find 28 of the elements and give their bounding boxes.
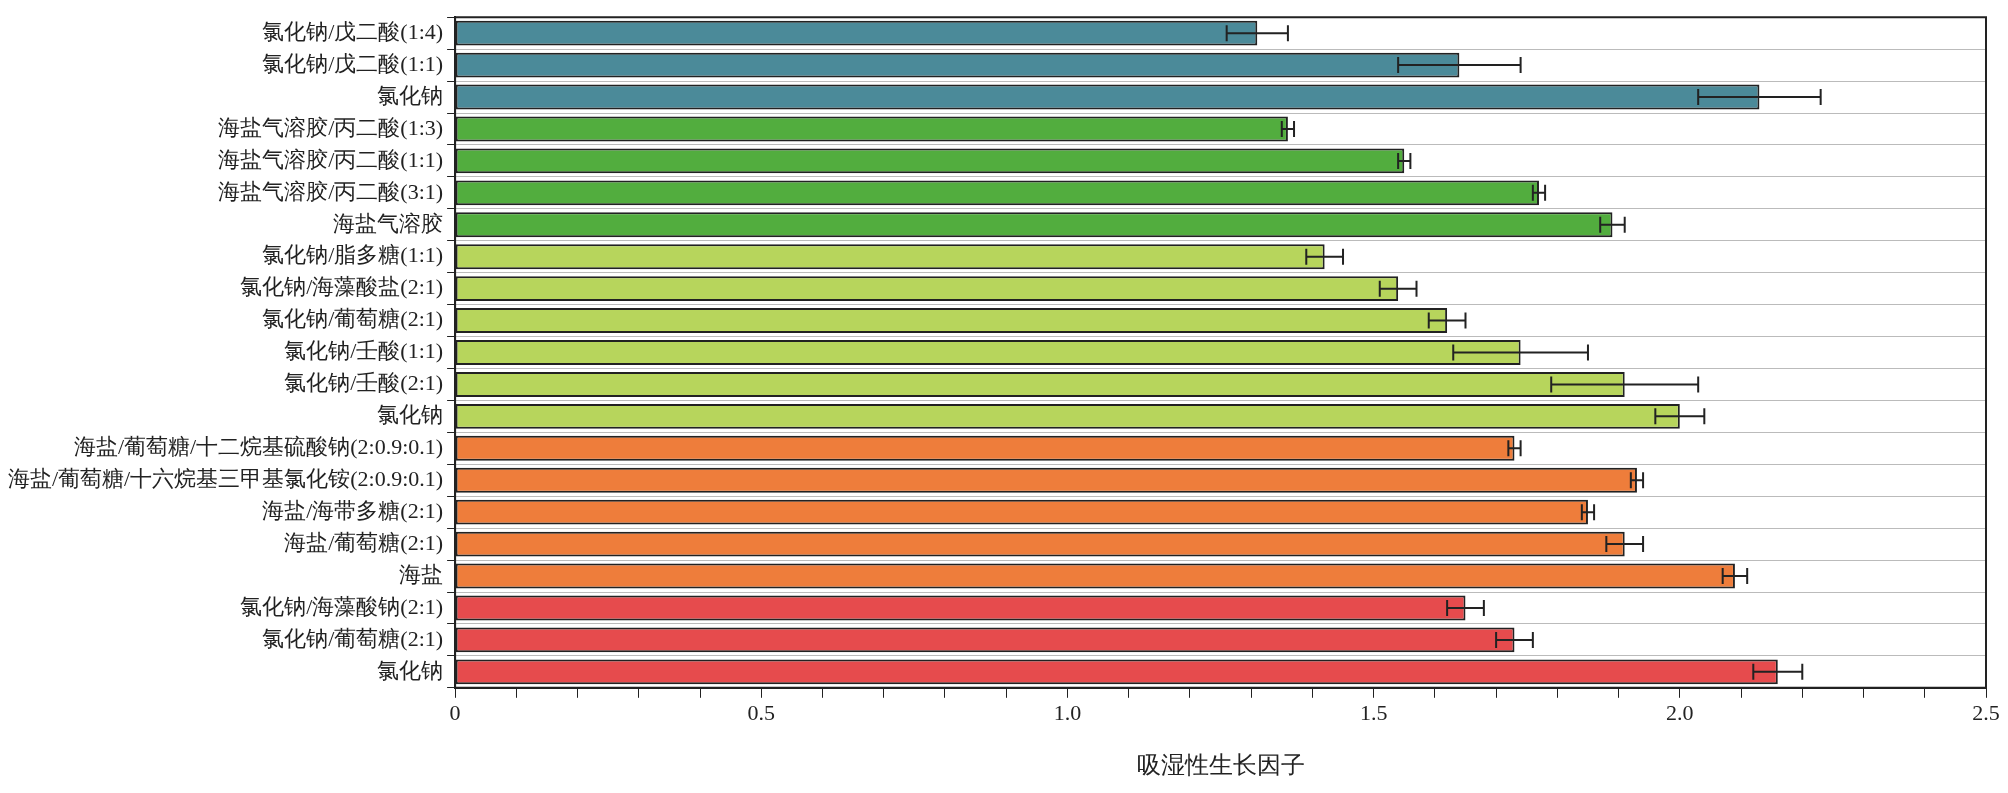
y-tick-label: 海盐/葡萄糖/十二烷基硫酸钠(2:0.9:0.1) bbox=[73, 434, 444, 460]
y-tick-label: 海盐/葡萄糖(2:1) bbox=[284, 529, 444, 555]
x-tick-label: 2.5 bbox=[1972, 699, 2000, 725]
y-tick-label: 海盐气溶胶/丙二酸(1:3) bbox=[218, 114, 444, 140]
x-tick-label: 0.5 bbox=[747, 699, 776, 725]
y-tick-label: 海盐气溶胶/丙二酸(1:1) bbox=[218, 146, 444, 172]
y-tick-label: 氯化钠 bbox=[377, 657, 444, 683]
y-tick-label: 海盐气溶胶/丙二酸(3:1) bbox=[218, 178, 444, 204]
y-tick-label: 氯化钠/海藻酸钠(2:1) bbox=[240, 593, 444, 619]
x-tick-label: 1.0 bbox=[1053, 699, 1082, 725]
y-tick-label: 海盐 bbox=[399, 561, 444, 587]
y-tick-label: 海盐气溶胶 bbox=[333, 210, 444, 236]
x-axis-title: 吸湿性生长因子 bbox=[1136, 751, 1305, 778]
y-tick-label: 氯化钠/戊二酸(1:1) bbox=[262, 50, 444, 76]
y-tick-label: 氯化钠/海藻酸盐(2:1) bbox=[240, 274, 444, 300]
y-tick-label: 海盐/海带多糖(2:1) bbox=[262, 497, 444, 523]
y-tick-label: 氯化钠/葡萄糖(2:1) bbox=[262, 625, 444, 651]
y-tick-label: 氯化钠 bbox=[377, 82, 444, 108]
y-tick-label: 氯化钠/葡萄糖(2:1) bbox=[262, 306, 444, 332]
y-tick-label: 氯化钠/脂多糖(1:1) bbox=[262, 242, 444, 268]
y-tick-label: 氯化钠/戊二酸(1:4) bbox=[262, 18, 444, 44]
y-tick-label: 氯化钠/壬酸(1:1) bbox=[284, 338, 444, 364]
x-tick-label: 0 bbox=[449, 699, 461, 725]
x-tick-label: 2.0 bbox=[1666, 699, 1694, 725]
x-tick-label: 1.5 bbox=[1359, 699, 1388, 725]
y-tick-label: 氯化钠/壬酸(2:1) bbox=[284, 370, 444, 396]
y-tick-label: 氯化钠 bbox=[377, 402, 444, 428]
y-tick-label: 海盐/葡萄糖/十六烷基三甲基氯化铵(2:0.9:0.1) bbox=[7, 466, 444, 492]
